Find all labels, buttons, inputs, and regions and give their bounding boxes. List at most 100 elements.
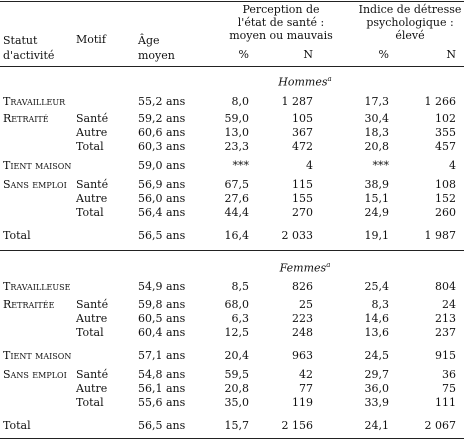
cell: 42 bbox=[299, 368, 313, 381]
cell: 826 bbox=[292, 280, 313, 293]
row-label: Tient maison bbox=[3, 349, 72, 362]
cell: 57,1 ans bbox=[138, 349, 186, 362]
cell: 15,7 bbox=[224, 419, 250, 432]
cell: Autre bbox=[76, 312, 108, 325]
cell: 55,2 ans bbox=[138, 95, 186, 108]
cell: 60,3 ans bbox=[138, 140, 186, 153]
cell: Santé bbox=[76, 368, 109, 381]
cell: 56,1 ans bbox=[138, 382, 186, 395]
cell: 77 bbox=[299, 382, 313, 395]
cell: 102 bbox=[435, 112, 456, 125]
cell: 29,7 bbox=[364, 368, 390, 381]
section-title: Femmesa bbox=[230, 258, 380, 276]
row-label: Travailleur bbox=[3, 95, 66, 108]
cell: Total bbox=[76, 140, 104, 153]
cell: 44,4 bbox=[224, 206, 250, 219]
row-label: Total bbox=[3, 229, 31, 242]
cell: 56,4 ans bbox=[138, 206, 186, 219]
cell: 55,6 ans bbox=[138, 396, 186, 409]
footnote-mark: a bbox=[327, 75, 332, 83]
cell: 27,6 bbox=[224, 192, 250, 205]
cell: 17,3 bbox=[364, 95, 390, 108]
cell: 25 bbox=[299, 298, 313, 311]
header: Indice de détresse psychologique : élevé bbox=[358, 3, 462, 42]
section-title: Hommesa bbox=[230, 72, 380, 90]
cell: 54,8 ans bbox=[138, 368, 186, 381]
cell: Autre bbox=[76, 192, 108, 205]
cell: 24,5 bbox=[364, 349, 390, 362]
cell: 804 bbox=[435, 280, 456, 293]
cell: 237 bbox=[435, 326, 456, 339]
cell: 2 156 bbox=[281, 419, 314, 432]
cell: 248 bbox=[292, 326, 313, 339]
header: N bbox=[446, 48, 456, 61]
cell: 155 bbox=[292, 192, 313, 205]
cell: Santé bbox=[76, 178, 109, 191]
cell: 115 bbox=[292, 178, 313, 191]
cell: 23,3 bbox=[224, 140, 250, 153]
cell: 59,0 bbox=[224, 112, 250, 125]
header: Statut d'activité bbox=[3, 34, 55, 62]
cell: Santé bbox=[76, 112, 109, 125]
cell: 18,3 bbox=[364, 126, 390, 139]
header: % bbox=[378, 48, 389, 61]
cell: 56,0 ans bbox=[138, 192, 186, 205]
header: N bbox=[303, 48, 313, 61]
cell: 15,1 bbox=[364, 192, 390, 205]
cell: Total bbox=[76, 396, 104, 409]
cell: 355 bbox=[435, 126, 456, 139]
cell: 35,0 bbox=[224, 396, 250, 409]
cell: 36 bbox=[442, 368, 456, 381]
cell: 472 bbox=[292, 140, 313, 153]
cell: 19,1 bbox=[364, 229, 390, 242]
cell: 223 bbox=[292, 312, 313, 325]
header: Perception de l'état de santé : moyen ou… bbox=[229, 3, 333, 42]
cell: 36,0 bbox=[364, 382, 390, 395]
rule bbox=[0, 250, 464, 251]
cell: 24 bbox=[442, 298, 456, 311]
cell: 2 033 bbox=[281, 229, 314, 242]
cell: 33,9 bbox=[364, 396, 390, 409]
cell: 8,0 bbox=[231, 95, 250, 108]
cell: 4 bbox=[306, 159, 313, 172]
cell: 60,4 ans bbox=[138, 326, 186, 339]
cell: 20,4 bbox=[224, 349, 250, 362]
cell: 108 bbox=[435, 178, 456, 191]
cell: 59,0 ans bbox=[138, 159, 186, 172]
cell: 457 bbox=[435, 140, 456, 153]
cell: 59,5 bbox=[224, 368, 250, 381]
cell: *** bbox=[232, 159, 250, 172]
cell: 56,5 ans bbox=[138, 419, 186, 432]
cell: 1 287 bbox=[281, 95, 314, 108]
row-label: Retraité bbox=[3, 112, 49, 125]
header: Motif bbox=[76, 33, 106, 46]
cell: 105 bbox=[292, 112, 313, 125]
cell: Autre bbox=[76, 126, 108, 139]
cell: 213 bbox=[435, 312, 456, 325]
cell: 119 bbox=[292, 396, 313, 409]
cell: 8,5 bbox=[231, 280, 250, 293]
cell: 8,3 bbox=[371, 298, 390, 311]
cell: 20,8 bbox=[364, 140, 390, 153]
rule bbox=[0, 1, 464, 2]
cell: 25,4 bbox=[364, 280, 390, 293]
cell: 24,9 bbox=[364, 206, 390, 219]
cell: 111 bbox=[435, 396, 456, 409]
cell: 963 bbox=[292, 349, 313, 362]
cell: 4 bbox=[449, 159, 456, 172]
cell: 13,0 bbox=[224, 126, 250, 139]
cell: 24,1 bbox=[364, 419, 390, 432]
cell: 67,5 bbox=[224, 178, 250, 191]
cell: *** bbox=[372, 159, 390, 172]
cell: 38,9 bbox=[364, 178, 390, 191]
row-label: Tient maison bbox=[3, 159, 72, 172]
cell: 60,6 ans bbox=[138, 126, 186, 139]
cell: 56,9 ans bbox=[138, 178, 186, 191]
cell: 54,9 ans bbox=[138, 280, 186, 293]
cell: 16,4 bbox=[224, 229, 250, 242]
cell: Total bbox=[76, 326, 104, 339]
cell: 270 bbox=[292, 206, 313, 219]
cell: 367 bbox=[292, 126, 313, 139]
